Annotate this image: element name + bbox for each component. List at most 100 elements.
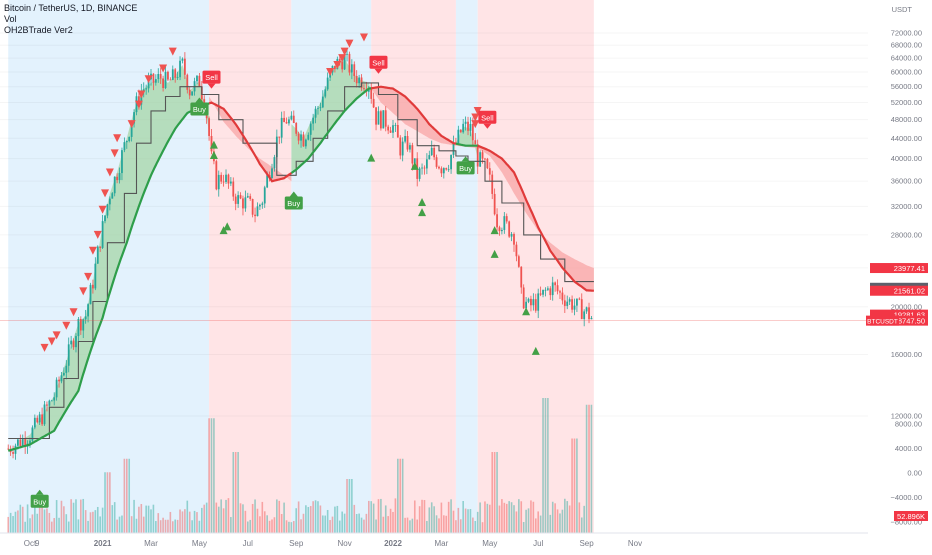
volume-bar — [580, 517, 583, 533]
up-triangle-marker — [223, 222, 232, 231]
candle-body — [142, 89, 145, 91]
buy-label[interactable] — [456, 161, 475, 175]
volume-bar — [24, 521, 26, 533]
volume-bar — [428, 507, 431, 533]
buy-label[interactable] — [190, 102, 209, 116]
regime-band-bear — [209, 0, 292, 533]
candle-body — [363, 88, 365, 90]
candle-body — [401, 141, 404, 156]
candle-body — [476, 144, 479, 167]
candle-body — [217, 174, 220, 190]
volume-bar — [31, 514, 34, 533]
candle-body — [503, 216, 506, 230]
sell-label[interactable] — [202, 70, 221, 84]
volume-bar — [447, 501, 450, 533]
time-tick-label: Sep — [579, 539, 594, 548]
volume-bar — [186, 500, 189, 533]
candle-body — [445, 168, 448, 170]
buy-label[interactable] — [284, 196, 303, 210]
volume-bar — [147, 505, 150, 533]
volume-bar — [542, 398, 544, 533]
volume-bar — [360, 517, 363, 533]
volume-bar — [433, 506, 435, 533]
candle-body — [244, 197, 247, 209]
candle-body — [464, 121, 467, 124]
volume-bar — [503, 502, 506, 533]
volume-bar — [459, 519, 462, 533]
candle-body — [326, 77, 329, 90]
candle-body — [302, 134, 305, 147]
volume-bar — [34, 507, 36, 533]
candle-body — [394, 124, 397, 126]
sell-label[interactable] — [478, 110, 497, 124]
candle-body — [399, 137, 402, 156]
volume-bar — [58, 517, 60, 533]
volume-bar — [75, 499, 77, 533]
volume-bar — [128, 458, 131, 533]
volume-bar — [109, 472, 111, 533]
volume-bar — [443, 515, 445, 533]
volume-bar — [230, 517, 232, 533]
volume-bar — [179, 509, 181, 533]
volume-bar — [525, 509, 527, 533]
volume-bar — [445, 515, 448, 533]
volume-bar — [38, 504, 41, 533]
candle-body — [382, 110, 385, 129]
volume-bar — [324, 515, 327, 533]
time-tick-label: May — [192, 539, 207, 548]
candle-body — [530, 298, 532, 306]
price-tick-label: 60000.00 — [891, 67, 922, 76]
candle-body — [571, 299, 573, 310]
candle-body — [568, 299, 571, 302]
volume-bar — [210, 418, 213, 533]
candle-body — [421, 167, 423, 169]
candle-body — [125, 140, 128, 143]
time-axis[interactable] — [0, 533, 868, 550]
volume-bar — [532, 501, 535, 533]
volume-legend[interactable]: Vol — [4, 14, 17, 24]
sell-label-pointer — [207, 83, 216, 89]
volume-bar — [549, 514, 552, 533]
candle-body — [186, 74, 189, 90]
sell-label[interactable] — [369, 55, 388, 69]
volume-bar — [162, 517, 164, 533]
candle-body — [79, 318, 82, 331]
candle-body — [346, 53, 348, 55]
volume-bar — [368, 500, 370, 533]
volume-bar — [12, 516, 14, 533]
indicator-legend[interactable]: OH2BTrade Ver2 — [4, 25, 73, 35]
volume-bar — [413, 500, 416, 533]
candle-body — [462, 123, 465, 133]
volume-bar — [450, 499, 452, 533]
volume-bar — [176, 519, 179, 533]
symbol-title[interactable]: Bitcoin / TetherUS, 1D, BINANCE — [4, 3, 138, 13]
volume-bar — [489, 504, 491, 533]
candle-body — [60, 375, 63, 382]
volume-bar — [87, 520, 89, 533]
up-triangle-marker — [410, 161, 419, 170]
price-axis[interactable] — [868, 0, 932, 550]
volume-bar — [278, 500, 281, 533]
volume-bar — [377, 499, 380, 533]
candle-body — [534, 299, 537, 311]
volume-bar — [520, 501, 523, 533]
volume-bar — [404, 517, 406, 533]
candle-body — [375, 107, 377, 125]
down-triangle-marker — [168, 47, 177, 56]
volume-bar — [106, 472, 109, 533]
volume-bar — [365, 513, 368, 533]
candle-body — [484, 158, 486, 160]
candle-body — [232, 181, 235, 197]
candle-body — [411, 145, 414, 164]
up-triangle-marker — [367, 153, 376, 162]
candle-body — [251, 198, 254, 215]
candle-body — [181, 58, 184, 61]
buy-label[interactable] — [30, 494, 49, 508]
volume-bar — [389, 508, 392, 533]
candle-body — [89, 284, 92, 305]
candle-body — [288, 119, 290, 124]
volume-bar — [578, 502, 581, 533]
volume-bar — [261, 501, 264, 533]
